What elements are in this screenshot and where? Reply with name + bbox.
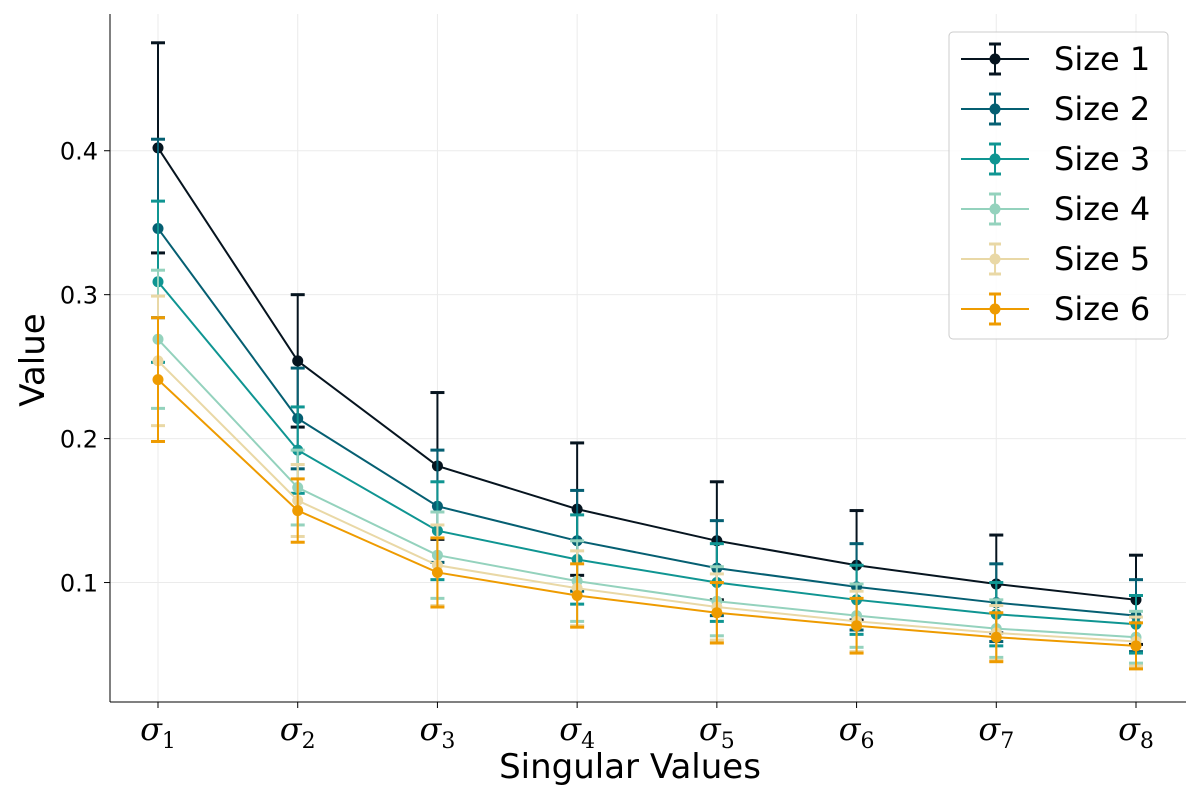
- series-6: [151, 316, 1143, 671]
- x-axis-title: Singular Values: [499, 747, 761, 787]
- series-line: [157, 281, 1137, 626]
- y-axis-title: Value: [13, 313, 53, 406]
- legend-marker: [989, 53, 1001, 65]
- x-tick-label: σ4: [559, 710, 595, 754]
- legend-item-2: Size 2: [961, 90, 1150, 128]
- x-tick-label: σ3: [420, 710, 456, 754]
- legend: Size 1 Size 2 Size 3 Size 4 Size 5 Size 6: [948, 31, 1169, 340]
- series-line: [157, 378, 1137, 647]
- series-line: [157, 360, 1137, 643]
- data-point: [711, 607, 723, 619]
- data-point: [990, 631, 1002, 643]
- axes: [109, 14, 1186, 703]
- legend-label: Size 2: [1054, 90, 1150, 128]
- legend-item-6: Size 6: [961, 290, 1150, 328]
- data-point: [1130, 640, 1142, 652]
- series-line: [157, 147, 1137, 601]
- y-tick-label: 0.1: [60, 570, 98, 598]
- y-ticks: 0.1 0.2 0.3 0.4: [60, 138, 110, 598]
- legend-marker: [989, 253, 1001, 265]
- x-tick-label: σ8: [1118, 710, 1154, 754]
- legend-item-5: Size 5: [961, 240, 1150, 278]
- plot-area: [151, 41, 1143, 671]
- x-tick-label: σ5: [699, 710, 735, 754]
- legend-item-3: Size 3: [961, 140, 1150, 178]
- x-tick-label: σ2: [280, 710, 316, 754]
- legend-marker: [989, 103, 1001, 115]
- y-tick-label: 0.3: [60, 282, 98, 310]
- data-point: [851, 620, 863, 632]
- legend-marker: [989, 303, 1001, 315]
- legend-label: Size 5: [1054, 240, 1150, 278]
- x-ticks: σ1 σ2 σ3 σ4 σ5 σ6 σ7 σ8: [140, 702, 1154, 754]
- data-point: [431, 566, 443, 578]
- series-line: [157, 227, 1137, 617]
- data-point: [292, 355, 304, 367]
- series-line: [157, 338, 1137, 639]
- legend-label: Size 1: [1054, 40, 1150, 78]
- legend-item-4: Size 4: [961, 190, 1150, 228]
- legend-label: Size 3: [1054, 140, 1150, 178]
- legend-marker: [989, 203, 1001, 215]
- y-tick-label: 0.4: [60, 138, 98, 166]
- data-point: [571, 589, 583, 601]
- y-tick-label: 0.2: [60, 426, 98, 454]
- legend-label: Size 6: [1054, 290, 1150, 328]
- legend-item-1: Size 1: [961, 40, 1150, 78]
- legend-marker: [989, 153, 1001, 165]
- data-point: [152, 374, 164, 386]
- legend-label: Size 4: [1054, 190, 1150, 228]
- x-tick-label: σ6: [839, 710, 875, 754]
- data-point: [292, 505, 304, 517]
- x-tick-label: σ1: [140, 710, 176, 754]
- x-tick-label: σ7: [978, 710, 1014, 754]
